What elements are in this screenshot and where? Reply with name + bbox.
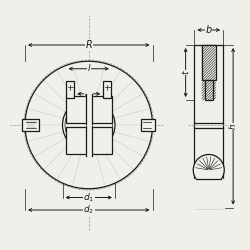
Text: h: h (228, 123, 237, 129)
Text: $d_1$: $d_1$ (83, 191, 94, 204)
Bar (22, 120, 39, 130)
Circle shape (62, 99, 115, 151)
Bar (66, 81, 74, 98)
Text: m: m (85, 89, 93, 98)
Text: R: R (86, 40, 92, 50)
Bar (66, 96, 112, 123)
Text: t: t (181, 71, 190, 74)
Bar (202, 45, 215, 80)
Polygon shape (86, 91, 92, 124)
Circle shape (25, 61, 152, 189)
Bar (205, 80, 212, 100)
Text: G: G (205, 85, 212, 95)
Text: b: b (206, 25, 212, 35)
Polygon shape (193, 178, 224, 208)
Bar (66, 127, 112, 154)
Circle shape (193, 154, 224, 186)
Text: l: l (88, 64, 90, 73)
Polygon shape (86, 126, 92, 159)
Text: $d_2$: $d_2$ (83, 204, 94, 216)
Bar (194, 45, 223, 207)
Bar (103, 81, 111, 98)
Bar (141, 120, 155, 130)
